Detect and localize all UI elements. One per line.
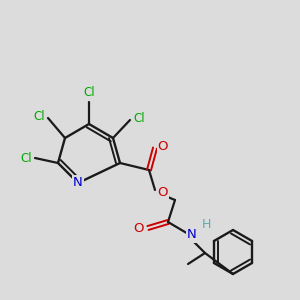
Text: N: N	[73, 176, 83, 190]
Text: Cl: Cl	[83, 86, 95, 100]
Text: H: H	[201, 218, 211, 232]
Text: O: O	[158, 140, 168, 154]
Text: Cl: Cl	[20, 152, 32, 164]
Text: Cl: Cl	[133, 112, 145, 125]
Text: Cl: Cl	[33, 110, 45, 124]
Text: N: N	[187, 229, 197, 242]
Text: O: O	[158, 185, 168, 199]
Text: O: O	[134, 223, 144, 236]
